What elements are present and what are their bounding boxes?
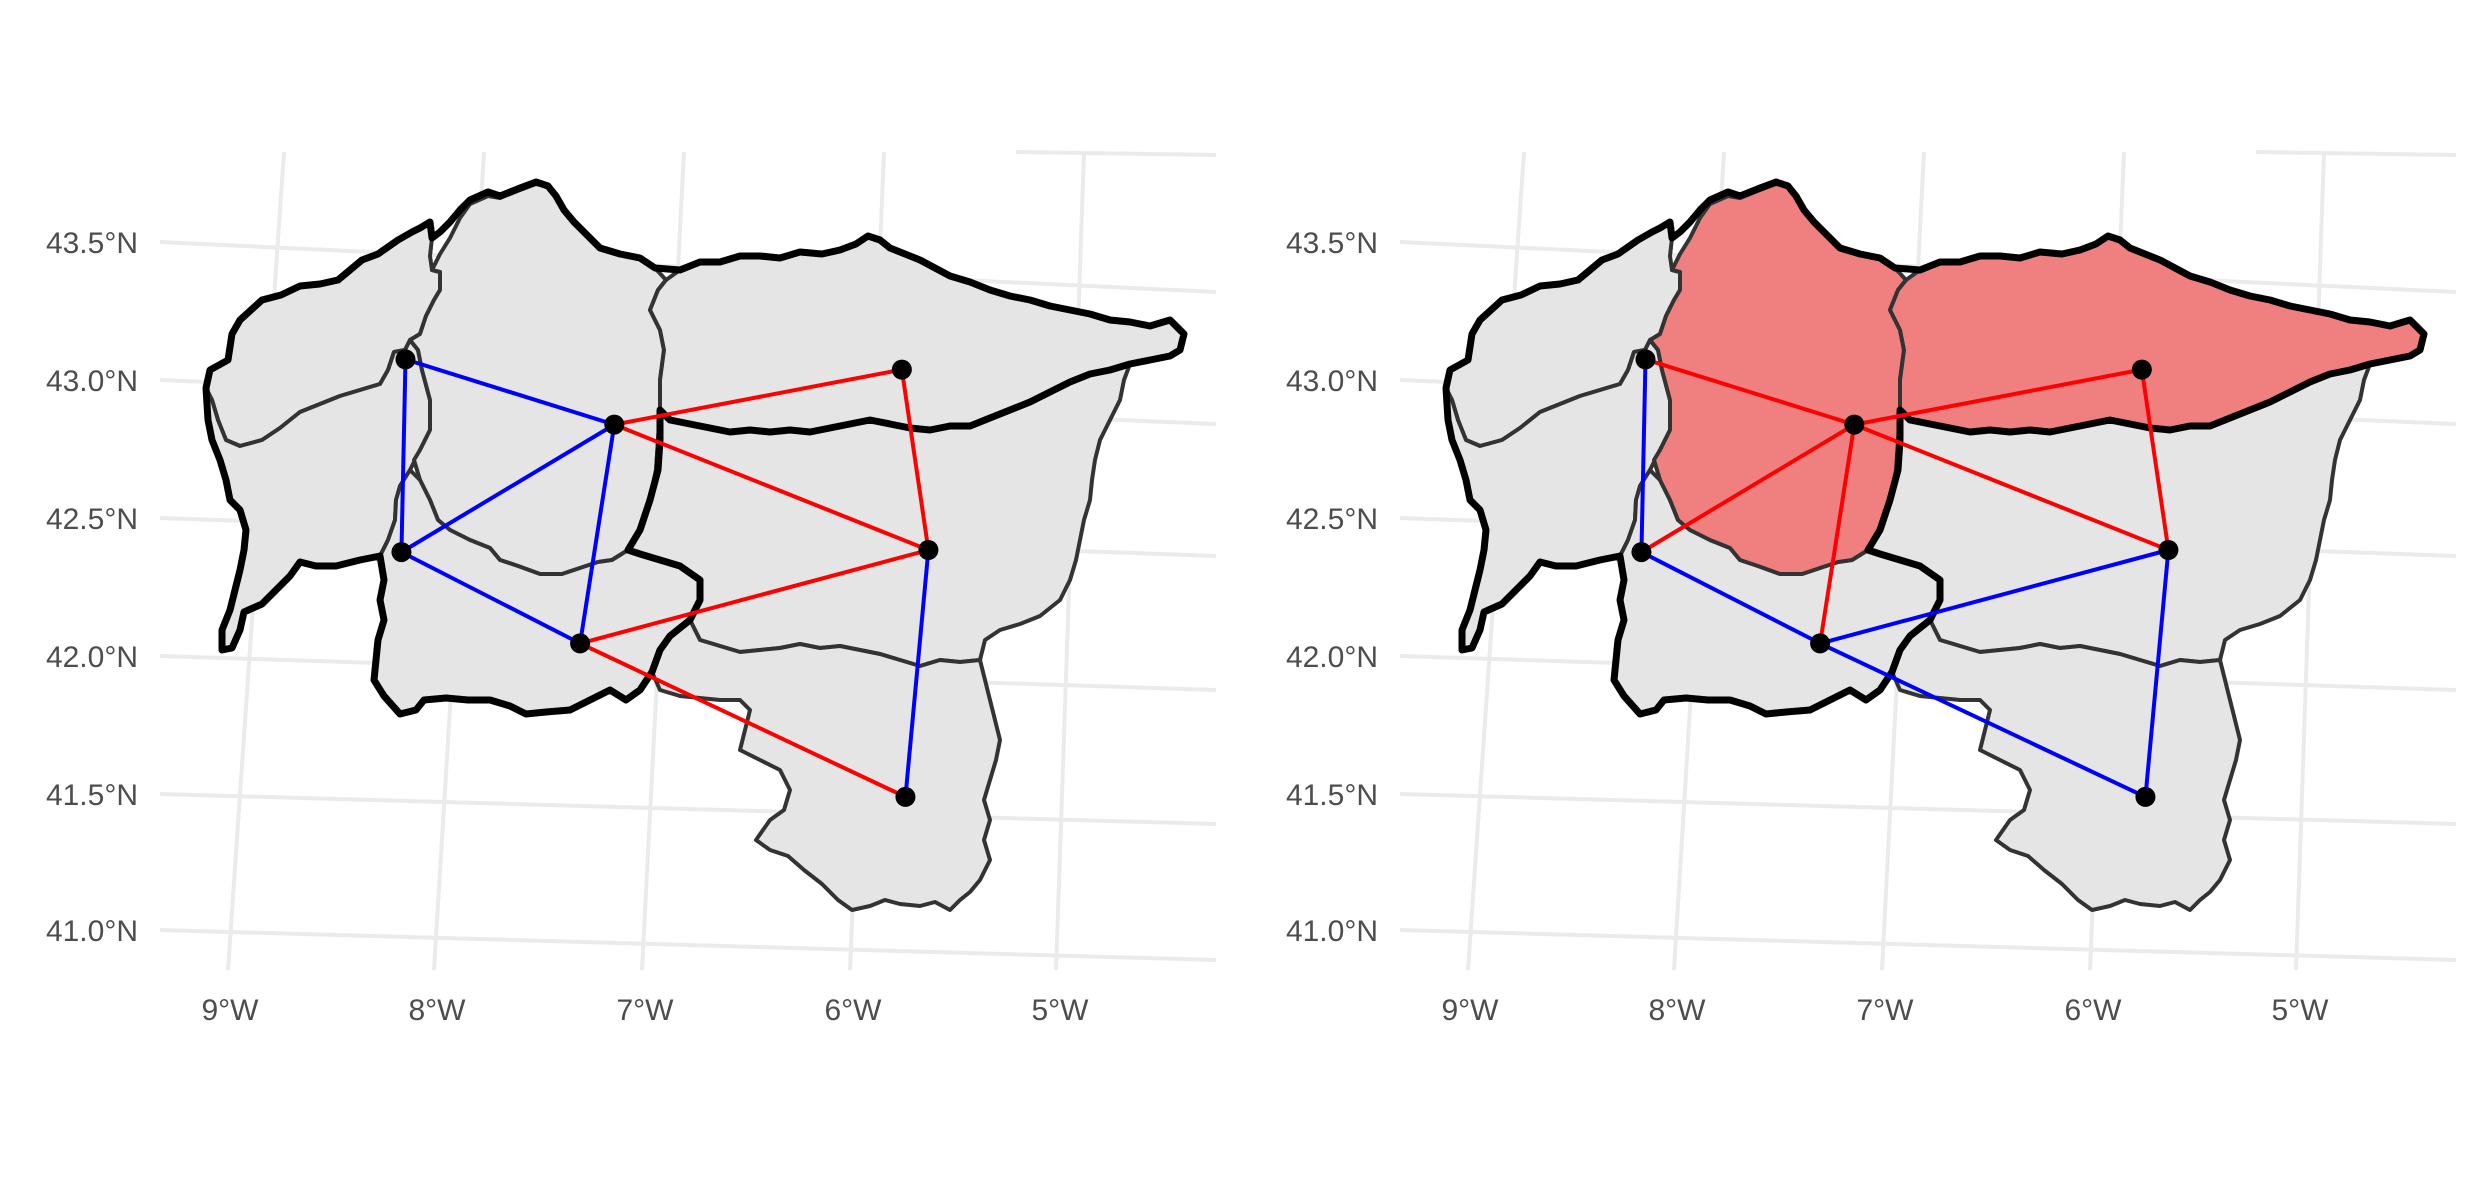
x-tick-label: 7°W bbox=[1857, 994, 1915, 1027]
x-tick-label: 7°W bbox=[617, 994, 675, 1027]
region-zamora bbox=[650, 618, 1002, 912]
graph-nodes bbox=[391, 349, 939, 807]
graph-node-B bbox=[1844, 414, 1865, 435]
y-tick-label: 41.0°N bbox=[1286, 915, 1378, 948]
y-tick-label: 43.5°N bbox=[46, 227, 138, 260]
y-tick-label: 41.5°N bbox=[46, 779, 138, 812]
y-tick-label: 43.0°N bbox=[46, 365, 138, 398]
graph-node-E bbox=[2158, 540, 2179, 560]
graph-node-A bbox=[1635, 349, 1656, 370]
graph-node-F bbox=[1810, 633, 1831, 654]
graph-edge-F-G bbox=[1818, 641, 2148, 799]
y-tick-label: 42.0°N bbox=[1286, 641, 1378, 674]
graph-edge-B-C bbox=[612, 367, 904, 427]
x-tick-label: 5°W bbox=[2272, 994, 2330, 1027]
y-tick-label: 42.0°N bbox=[46, 641, 138, 674]
x-tick-label: 6°W bbox=[825, 994, 883, 1027]
y-tick-label: 41.0°N bbox=[46, 915, 138, 948]
graph-edge-B-F bbox=[578, 422, 617, 646]
y-tick-label: 41.5°N bbox=[1286, 779, 1378, 812]
y-axis-ticks: 43.5°N 43.0°N 42.5°N 42.0°N 41.5°N 41.0°N bbox=[46, 227, 138, 948]
map-panel-right: 43.5°N 43.0°N 42.5°N 42.0°N 41.5°N 41.0°N 9°W… bbox=[1286, 150, 2457, 1027]
region-zamora bbox=[1890, 618, 2242, 912]
graph-node-C bbox=[2131, 359, 2152, 380]
graph-node-G bbox=[895, 786, 916, 807]
graph-edge-D-B bbox=[399, 422, 617, 555]
x-tick-label: 9°W bbox=[1442, 994, 1500, 1027]
y-axis-ticks: 43.5°N 43.0°N 42.5°N 42.0°N 41.5°N 41.0°N bbox=[1286, 227, 1378, 948]
graph-node-A bbox=[395, 349, 416, 370]
y-tick-label: 43.0°N bbox=[1286, 365, 1378, 398]
x-tick-label: 8°W bbox=[409, 994, 467, 1027]
graph-node-D bbox=[1631, 542, 1652, 563]
graph-nodes bbox=[1631, 349, 2179, 807]
y-tick-label: 42.5°N bbox=[46, 503, 138, 536]
graph-node-E bbox=[918, 540, 939, 560]
graph-node-C bbox=[891, 359, 912, 380]
graph-edge-E-G bbox=[2143, 548, 2171, 799]
graph-edge-A-B bbox=[1643, 357, 1857, 427]
graph-edge-B-E bbox=[612, 422, 931, 552]
graph-node-B bbox=[604, 414, 625, 435]
y-tick-label: 42.5°N bbox=[1286, 503, 1378, 536]
graph-edge-F-E bbox=[1818, 548, 2171, 646]
graph-node-D bbox=[391, 542, 412, 563]
x-tick-label: 5°W bbox=[1032, 994, 1090, 1027]
graph-edge-A-D bbox=[1639, 357, 1648, 555]
x-tick-label: 8°W bbox=[1649, 994, 1707, 1027]
map-panel-left: 43.5°N 43.0°N 42.5°N 42.0°N 41.5°N 41.0°N 9°W… bbox=[46, 150, 1217, 1027]
graph-node-G bbox=[2135, 786, 2156, 807]
graph-edge-D-F bbox=[1639, 550, 1823, 646]
region-lugo bbox=[408, 182, 668, 576]
x-axis-ticks: 9°W 8°W 7°W 6°W 5°W bbox=[202, 994, 1090, 1027]
graph-edge-F-E bbox=[578, 548, 931, 646]
x-tick-label: 9°W bbox=[202, 994, 260, 1027]
region-lugo-highlighted bbox=[1648, 182, 1908, 576]
graph-edge-B-C bbox=[1852, 367, 2144, 427]
graph-edge-D-B bbox=[1639, 422, 1857, 555]
graph-edge-C-E bbox=[2139, 367, 2171, 552]
graph-node-F bbox=[570, 633, 591, 654]
graph-edge-E-G bbox=[903, 548, 931, 799]
graph-edge-C-E bbox=[899, 367, 931, 552]
graph-edge-B-F bbox=[1818, 422, 1857, 646]
graph-edges bbox=[1639, 357, 2171, 799]
graph-edge-A-D bbox=[399, 357, 408, 555]
graph-edge-A-B bbox=[403, 357, 617, 427]
graph-edge-F-G bbox=[578, 641, 908, 799]
graph-edge-D-F bbox=[399, 550, 583, 646]
graph-edge-B-E bbox=[1852, 422, 2171, 552]
x-tick-label: 6°W bbox=[2065, 994, 2123, 1027]
y-tick-label: 43.5°N bbox=[1286, 227, 1378, 260]
graph-edges bbox=[399, 357, 931, 799]
x-axis-ticks: 9°W 8°W 7°W 6°W 5°W bbox=[1442, 994, 2330, 1027]
